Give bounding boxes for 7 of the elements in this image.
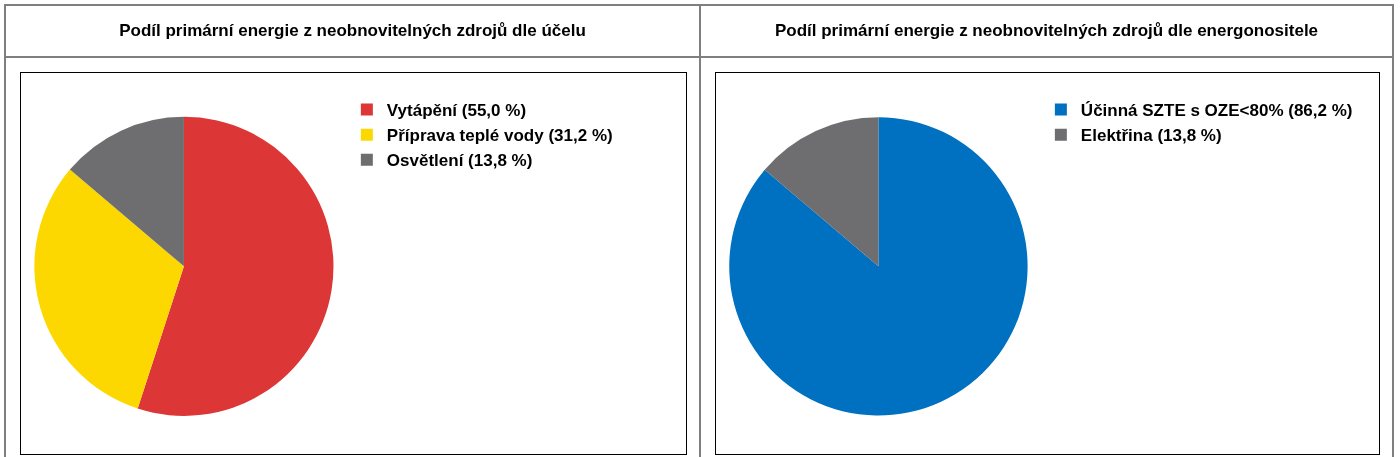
legend-label: Elektřina (13,8 %) [1080, 126, 1222, 146]
chart-title: Podíl primární energie z neobnovitelných zdrojů dle účelu [6, 6, 699, 58]
legend-label: Účinná SZTE s OZE<80% (86,2 %) [1080, 101, 1353, 121]
legend-label: Vytápění (55,0 %) [386, 101, 527, 121]
chart-title: Podíl primární energie z neobnovitelných zdrojů dle energonositele [701, 6, 1392, 58]
legend-label: Příprava teplé vody (31,2 %) [386, 126, 613, 146]
legend-label: Osvětlení (13,8 %) [386, 151, 533, 171]
